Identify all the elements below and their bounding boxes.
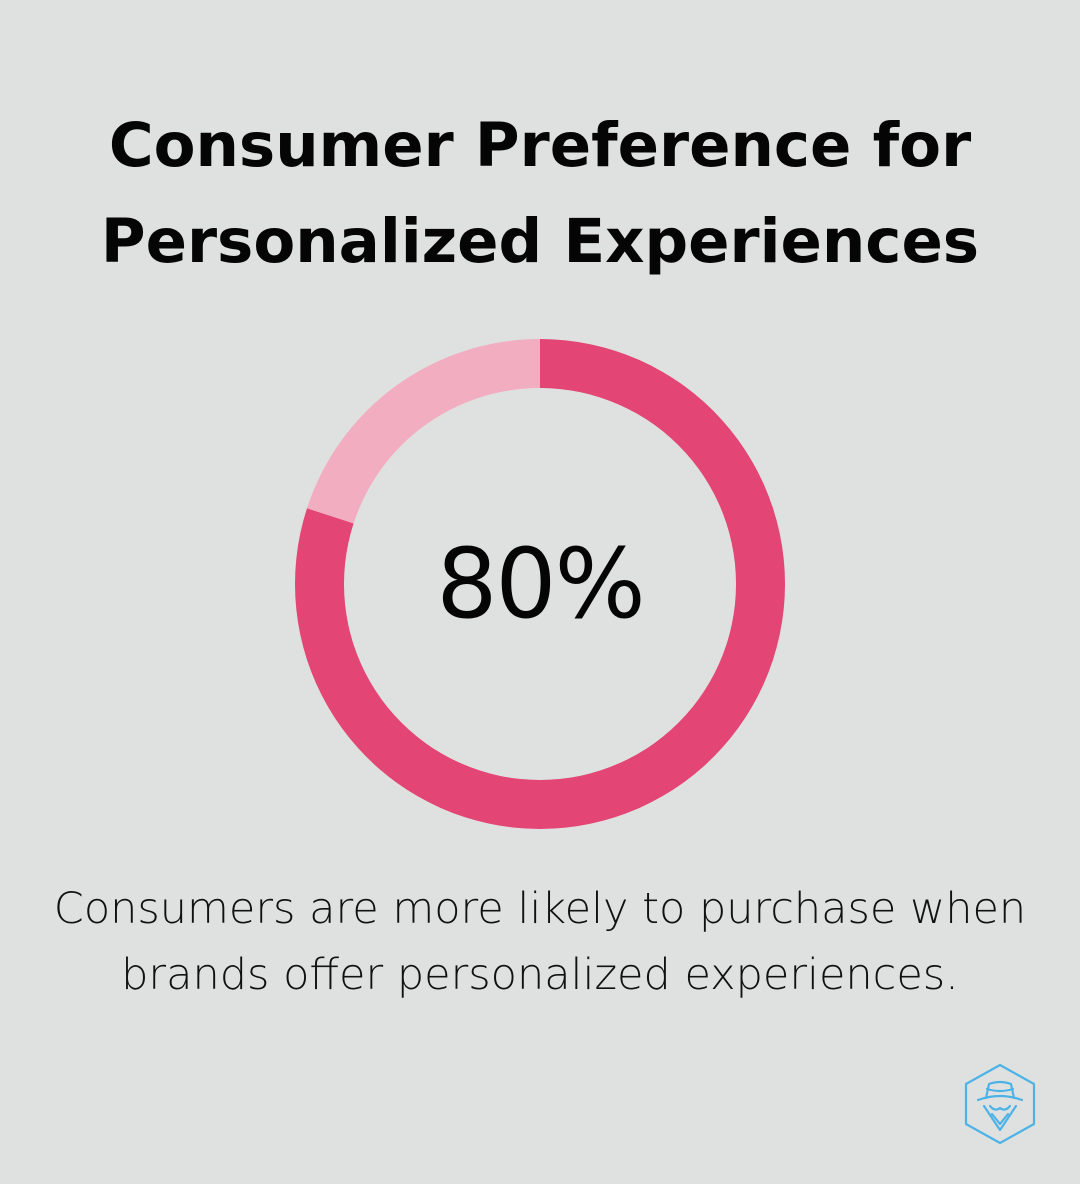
donut-center-value: 80% xyxy=(436,528,645,640)
chart-caption-line-1: Consumers are more likely to purchase wh… xyxy=(53,884,1027,934)
chart-title: Consumer Preference for Personalized Exp… xyxy=(40,98,1040,290)
chart-title-line-2: Personalized Experiences xyxy=(100,206,980,277)
donut-chart-svg xyxy=(295,339,785,829)
chart-title-line-1: Consumer Preference for xyxy=(108,110,972,181)
logo-svg xyxy=(964,1063,1036,1145)
donut-slice-2 xyxy=(306,339,540,524)
chart-caption: Consumers are more likely to purchase wh… xyxy=(30,876,1050,1008)
spy-hat-hexagon-icon xyxy=(962,1062,1038,1146)
donut-chart: 80% xyxy=(290,334,790,834)
chart-caption-line-2: brands offer personalized experiences. xyxy=(121,950,959,1000)
